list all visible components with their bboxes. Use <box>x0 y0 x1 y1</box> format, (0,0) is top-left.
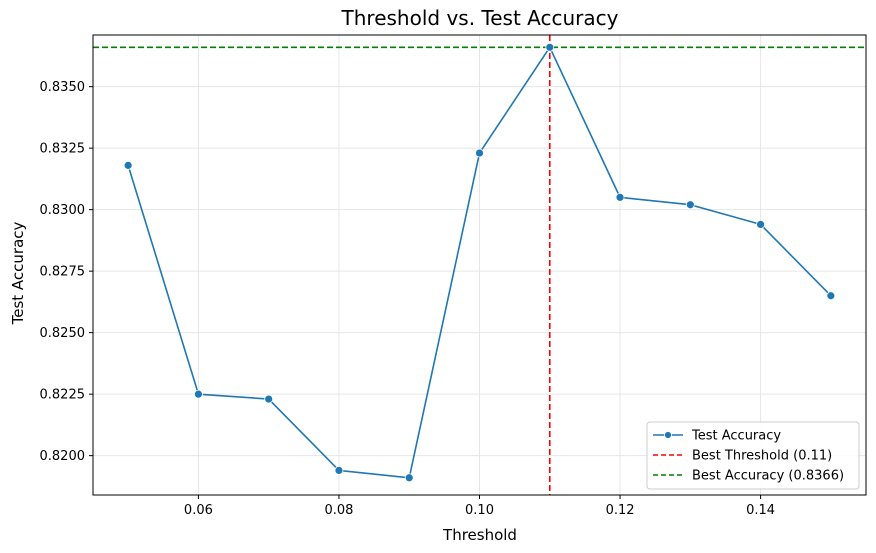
axis-ticks: 0.06 0.08 0.10 0.12 0.14 0.8200 0.8225 0.8250 0.… <box>40 80 776 518</box>
data-point <box>123 160 133 170</box>
reference-lines <box>93 35 866 495</box>
data-point <box>756 220 765 229</box>
y-tick-label: 0.8225 <box>40 388 86 403</box>
grid <box>93 35 866 495</box>
legend-label: Best Accuracy (0.8366) <box>692 469 844 484</box>
data-point <box>404 473 414 483</box>
legend: Test Accuracy Best Threshold (0.11) Best A… <box>646 421 860 490</box>
y-tick-label: 0.8250 <box>40 326 86 341</box>
x-tick-label: 0.08 <box>324 503 353 518</box>
data-point <box>194 389 203 399</box>
legend-box <box>646 421 860 490</box>
x-tick-label: 0.10 <box>465 503 494 518</box>
data-point <box>685 200 695 210</box>
y-tick-label: 0.8275 <box>40 265 86 280</box>
x-tick-label: 0.12 <box>606 503 635 518</box>
legend-label: Test Accuracy <box>691 429 781 444</box>
data-point <box>545 42 555 52</box>
data-point <box>615 192 625 202</box>
data-point <box>826 291 836 301</box>
chart-title: Threshold vs. Test Accuracy <box>341 6 619 30</box>
x-tick-label: 0.06 <box>184 503 213 518</box>
data-point <box>334 466 344 475</box>
y-tick-label: 0.8200 <box>40 449 86 464</box>
y-tick-label: 0.8325 <box>40 142 86 157</box>
x-axis-label: Threshold <box>442 526 517 544</box>
y-tick-label: 0.8350 <box>40 80 86 95</box>
data-point <box>264 394 274 404</box>
data-point <box>475 148 484 158</box>
y-tick-label: 0.8300 <box>40 203 86 218</box>
x-tick-label: 0.14 <box>746 503 775 518</box>
y-axis-label: Test Accuracy <box>9 221 27 325</box>
legend-label: Best Threshold (0.11) <box>692 449 832 464</box>
series-layer <box>123 42 836 483</box>
legend-marker <box>664 431 672 439</box>
